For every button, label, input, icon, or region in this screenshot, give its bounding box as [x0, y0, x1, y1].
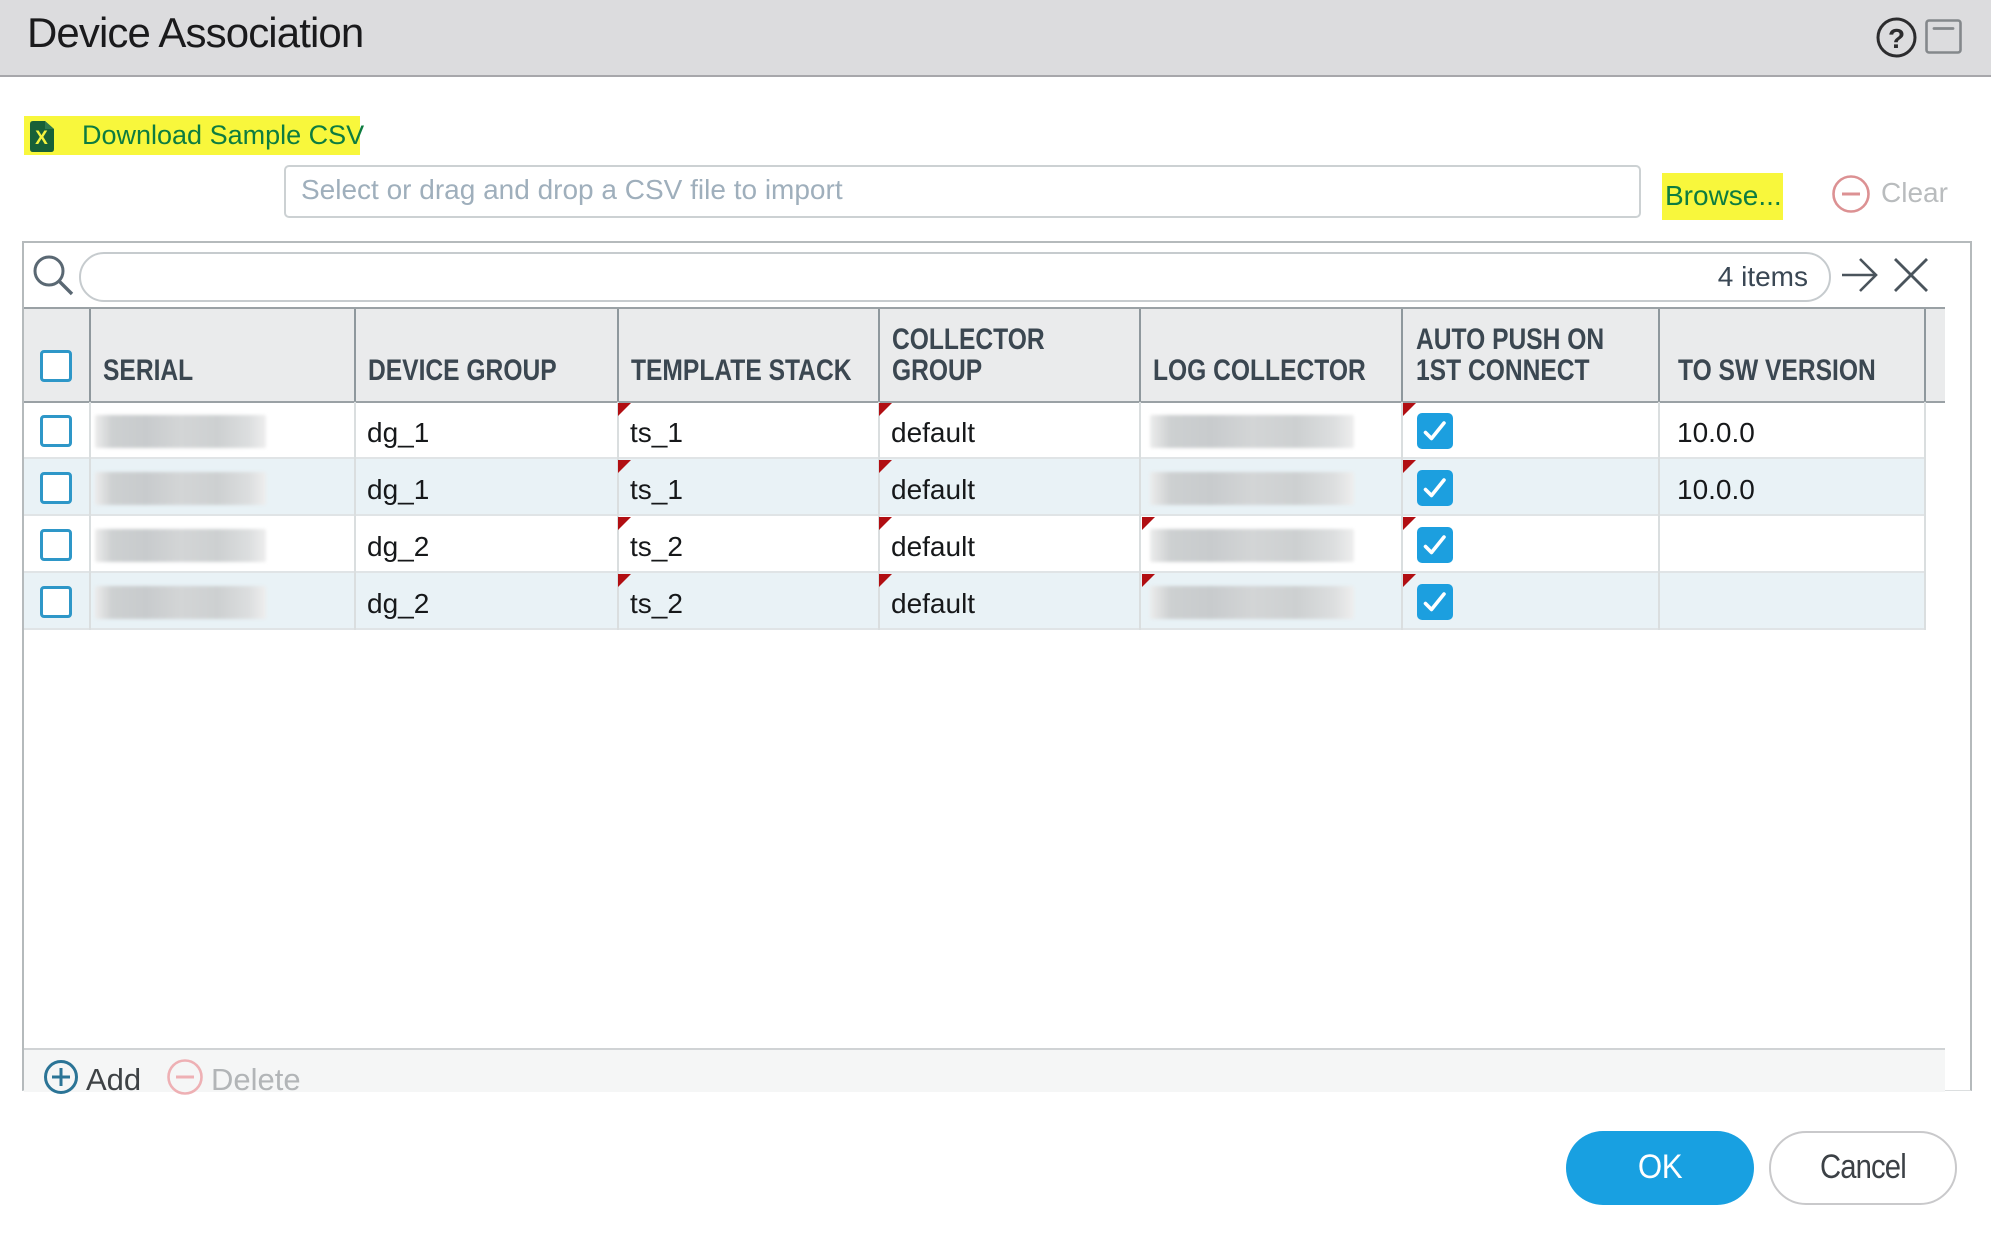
svg-text:?: ?	[1888, 23, 1905, 54]
svg-text:X: X	[35, 128, 48, 149]
